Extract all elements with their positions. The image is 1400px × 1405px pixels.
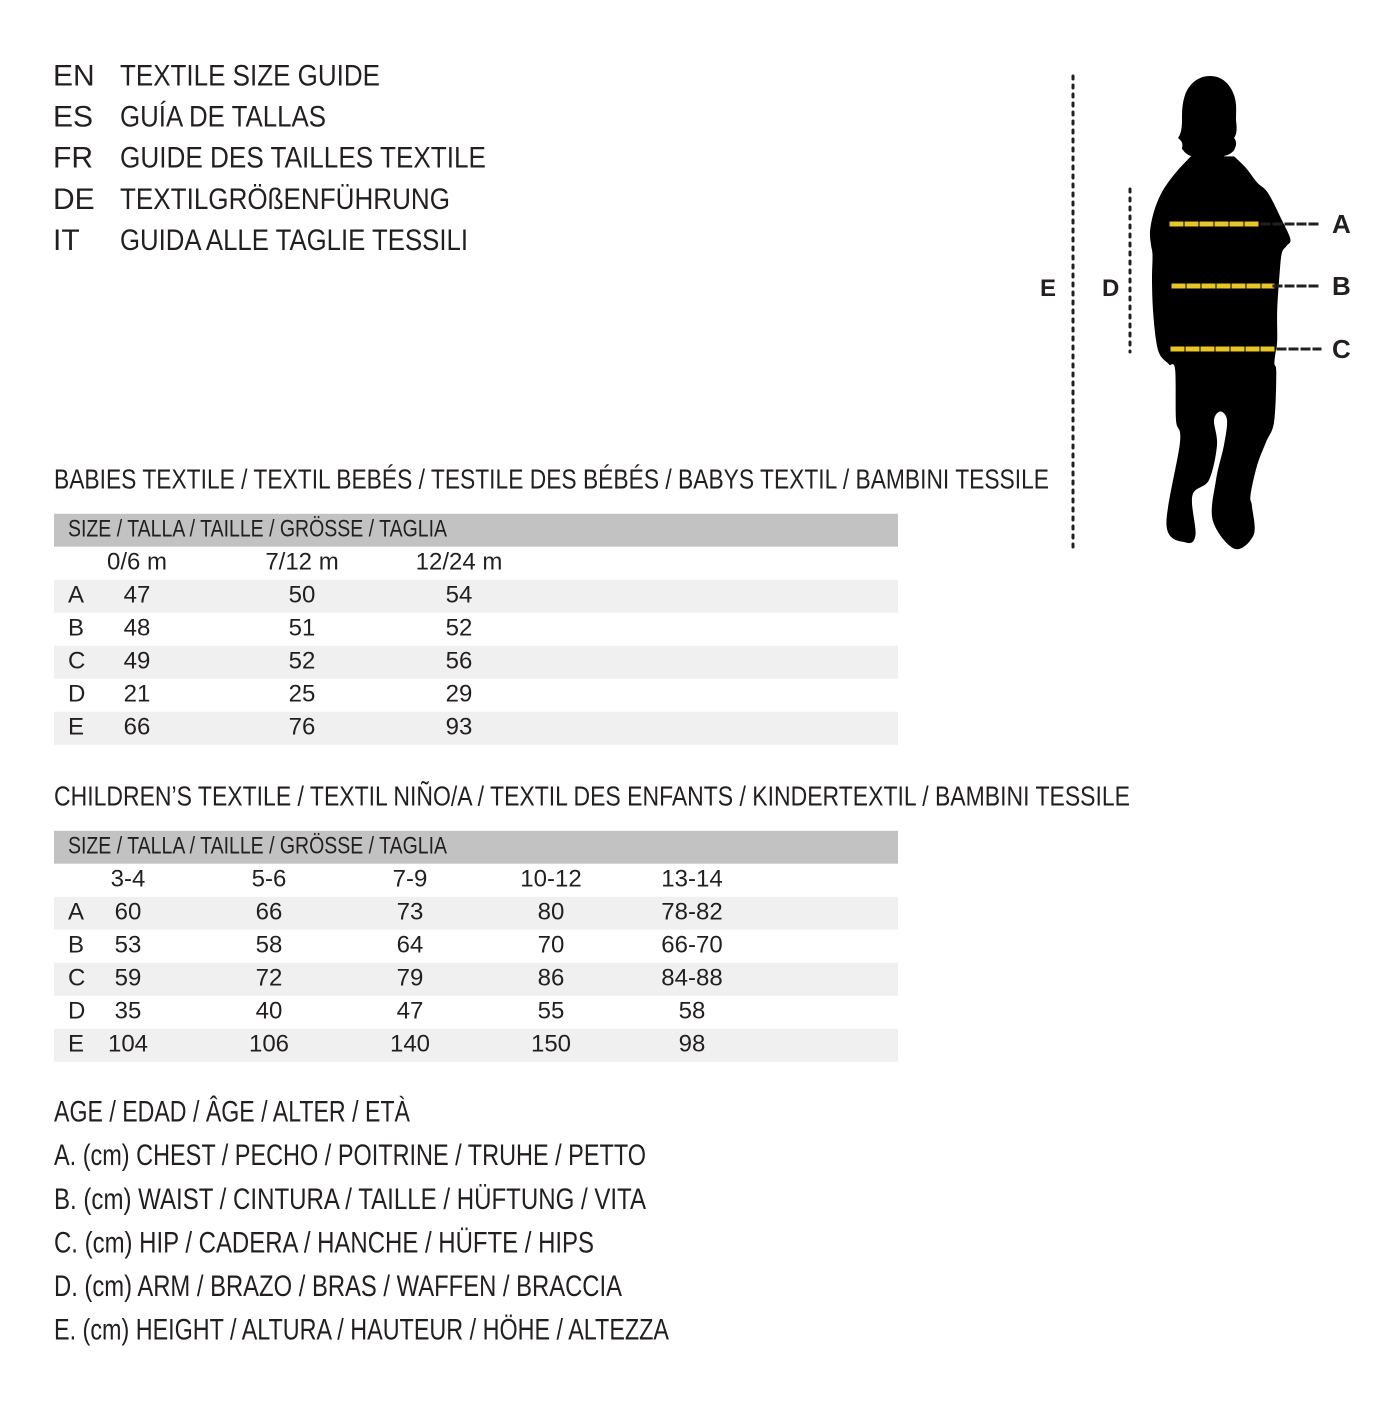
svg-text:59: 59	[115, 965, 142, 992]
svg-text:A. (cm) CHEST / PECHO / POITRI: A. (cm) CHEST / PECHO / POITRINE / TRUHE…	[54, 1139, 646, 1172]
svg-text:150: 150	[531, 1031, 571, 1058]
svg-text:GUÍA DE TALLAS: GUÍA DE TALLAS	[120, 101, 326, 134]
svg-text:EN: EN	[53, 60, 95, 93]
svg-text:52: 52	[446, 615, 473, 642]
svg-text:B: B	[1332, 271, 1351, 301]
svg-text:B: B	[68, 932, 84, 959]
svg-text:70: 70	[538, 932, 565, 959]
svg-text:58: 58	[679, 998, 706, 1025]
svg-text:10-12: 10-12	[520, 866, 581, 893]
svg-text:BABIES TEXTILE / TEXTIL BEBÉS: BABIES TEXTILE / TEXTIL BEBÉS / TESTILE …	[54, 464, 1049, 495]
svg-text:7/12 m: 7/12 m	[265, 549, 338, 576]
svg-text:140: 140	[390, 1031, 430, 1058]
svg-text:35: 35	[115, 998, 142, 1025]
svg-text:AGE / EDAD / ÂGE / ALTER / ETÀ: AGE / EDAD / ÂGE / ALTER / ETÀ	[54, 1096, 410, 1129]
svg-text:C. (cm) HIP / CADERA / HANCHE: C. (cm) HIP / CADERA / HANCHE / HÜFTE / …	[54, 1226, 594, 1259]
svg-text:B: B	[68, 615, 84, 642]
svg-text:5-6: 5-6	[252, 866, 287, 893]
svg-text:60: 60	[115, 899, 142, 926]
svg-text:C: C	[68, 648, 85, 675]
svg-text:D: D	[68, 998, 85, 1025]
svg-text:A: A	[1332, 209, 1351, 239]
svg-text:SIZE / TALLA / TAILLE / GRÖSSE: SIZE / TALLA / TAILLE / GRÖSSE / TAGLIA	[68, 833, 447, 860]
svg-text:86: 86	[538, 965, 565, 992]
svg-text:64: 64	[397, 932, 424, 959]
svg-text:21: 21	[124, 681, 151, 708]
svg-text:48: 48	[124, 615, 151, 642]
svg-text:73: 73	[397, 899, 424, 926]
svg-text:GUIDE DES TAILLES TEXTILE: GUIDE DES TAILLES TEXTILE	[120, 142, 486, 175]
svg-text:72: 72	[256, 965, 283, 992]
svg-text:E. (cm) HEIGHT / ALTURA / HAUT: E. (cm) HEIGHT / ALTURA / HAUTEUR / HÖHE…	[54, 1314, 669, 1347]
svg-text:29: 29	[446, 681, 473, 708]
svg-text:58: 58	[256, 932, 283, 959]
svg-text:D: D	[1102, 275, 1119, 302]
svg-text:79: 79	[397, 965, 424, 992]
svg-text:66: 66	[256, 899, 283, 926]
svg-text:55: 55	[538, 998, 565, 1025]
svg-text:GUIDA ALLE TAGLIE TESSILI: GUIDA ALLE TAGLIE TESSILI	[120, 224, 468, 257]
svg-text:0/6 m: 0/6 m	[107, 549, 167, 576]
svg-text:54: 54	[446, 582, 473, 609]
svg-text:80: 80	[538, 899, 565, 926]
svg-text:E: E	[68, 1031, 84, 1058]
svg-text:13-14: 13-14	[661, 866, 722, 893]
svg-text:84-88: 84-88	[661, 965, 722, 992]
svg-text:SIZE / TALLA / TAILLE / GRÖSSE: SIZE / TALLA / TAILLE / GRÖSSE / TAGLIA	[68, 516, 447, 543]
svg-text:7-9: 7-9	[393, 866, 428, 893]
svg-text:A: A	[68, 899, 84, 926]
svg-text:76: 76	[289, 714, 316, 741]
svg-text:D. (cm) ARM / BRAZO / BRAS / W: D. (cm) ARM / BRAZO / BRAS / WAFFEN / BR…	[54, 1270, 622, 1303]
svg-text:66-70: 66-70	[661, 932, 722, 959]
svg-text:50: 50	[289, 582, 316, 609]
svg-text:40: 40	[256, 998, 283, 1025]
svg-text:56: 56	[446, 648, 473, 675]
svg-text:12/24 m: 12/24 m	[416, 549, 503, 576]
svg-text:DE: DE	[53, 183, 95, 216]
svg-text:E: E	[1040, 275, 1056, 302]
svg-text:104: 104	[108, 1031, 148, 1058]
svg-text:B. (cm) WAIST / CINTURA / TAIL: B. (cm) WAIST / CINTURA / TAILLE / HÜFTU…	[54, 1183, 646, 1216]
svg-text:47: 47	[397, 998, 424, 1025]
svg-text:C: C	[1332, 334, 1351, 364]
svg-text:98: 98	[679, 1031, 706, 1058]
svg-text:C: C	[68, 965, 85, 992]
svg-text:TEXTILGRÖßENFÜHRUNG: TEXTILGRÖßENFÜHRUNG	[120, 183, 450, 216]
svg-text:93: 93	[446, 714, 473, 741]
svg-text:A: A	[68, 582, 84, 609]
svg-text:53: 53	[115, 932, 142, 959]
svg-text:51: 51	[289, 615, 316, 642]
svg-text:52: 52	[289, 648, 316, 675]
svg-text:IT: IT	[53, 224, 80, 257]
svg-text:E: E	[68, 714, 84, 741]
svg-text:ES: ES	[53, 101, 93, 134]
svg-text:25: 25	[289, 681, 316, 708]
svg-text:49: 49	[124, 648, 151, 675]
svg-text:66: 66	[124, 714, 151, 741]
svg-text:TEXTILE SIZE GUIDE: TEXTILE SIZE GUIDE	[120, 60, 380, 93]
svg-text:47: 47	[124, 582, 151, 609]
svg-text:D: D	[68, 681, 85, 708]
svg-text:106: 106	[249, 1031, 289, 1058]
svg-text:CHILDREN’S TEXTILE / TEXTIL NI: CHILDREN’S TEXTILE / TEXTIL NIÑO/A / TEX…	[54, 781, 1130, 812]
svg-text:3-4: 3-4	[111, 866, 146, 893]
svg-text:FR: FR	[53, 142, 93, 175]
svg-text:78-82: 78-82	[661, 899, 722, 926]
